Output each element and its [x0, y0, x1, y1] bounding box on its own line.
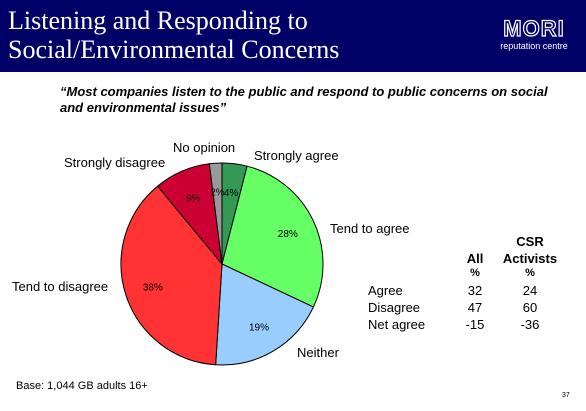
slice-value-label: 9%	[186, 193, 201, 204]
slice-category-label: Tend to agree	[330, 221, 410, 236]
slice-category-label: Neither	[297, 345, 340, 360]
table-cell-csr: -36	[520, 317, 540, 332]
slice-value-label: 2%	[210, 187, 225, 198]
table-cell-all: -15	[465, 317, 485, 332]
slide-title-line-1: Listening and Responding to	[8, 6, 308, 35]
slide-title-line-2: Social/Environmental Concerns	[8, 35, 340, 64]
slice-category-label: Strongly disagree	[64, 155, 165, 170]
pie-slice-neither	[215, 263, 315, 366]
pie-slice-tend-to-disagree	[120, 185, 223, 366]
slice-category-label: Strongly agree	[254, 148, 339, 163]
pie-slice-tend-to-agree	[221, 165, 324, 308]
page-number: 37	[562, 392, 570, 399]
table-cell-all: 32	[467, 283, 483, 298]
slice-value-label: 4%	[224, 188, 239, 199]
logo-subtitle: reputation centre	[500, 41, 568, 51]
slice-category-label: Tend to disagree	[12, 279, 108, 294]
table-cell-csr: 24	[522, 283, 538, 298]
table-unit-csr: %	[525, 267, 535, 279]
table-row-label: Agree	[368, 283, 403, 298]
title-banner: Listening and Responding to Social/Envir…	[0, 0, 586, 72]
table-row-label: Disagree	[368, 300, 421, 315]
table-row-label: Net agree	[368, 317, 426, 332]
table-header-csr-line2: Activists	[502, 251, 558, 266]
base-note: Base: 1,044 GB adults 16+	[16, 380, 148, 392]
table-unit-all: %	[470, 267, 480, 279]
slice-category-label: No opinion	[173, 140, 235, 155]
logo-wordmark: MORI	[503, 16, 565, 41]
slice-value-label: 19%	[249, 323, 269, 334]
table-cell-all: 47	[467, 300, 483, 315]
table-header-all: All	[466, 251, 484, 266]
slide-title: Listening and Responding to Social/Envir…	[8, 6, 468, 64]
table-header-csr-line1: CSR	[516, 234, 544, 249]
pie-slice-no-opinion	[208, 162, 223, 265]
slice-value-label: 28%	[278, 229, 298, 240]
table-cell-csr: 60	[522, 300, 538, 315]
slice-value-label: 38%	[143, 282, 163, 293]
survey-question: “Most companies listen to the public and…	[60, 84, 548, 115]
mori-logo: MORI reputation centre	[492, 16, 576, 52]
